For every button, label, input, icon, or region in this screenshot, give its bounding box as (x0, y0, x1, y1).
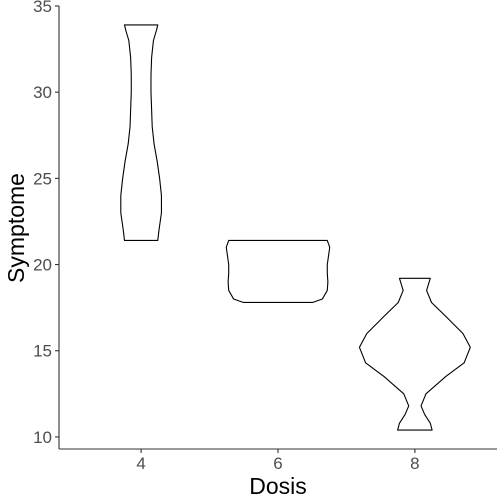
y-tick-label: 35 (33, 0, 52, 16)
y-axis-title: Symptome (3, 173, 29, 283)
y-tick-label: 25 (33, 169, 52, 188)
x-axis-ticks: 4 6 8 (136, 449, 420, 473)
violin-layer (120, 24, 471, 431)
x-tick-label: 4 (136, 454, 145, 473)
y-tick-label: 30 (33, 83, 52, 102)
y-axis-ticks: 10 15 20 25 30 35 (33, 0, 59, 447)
y-tick-label: 10 (33, 428, 52, 447)
violin-dosis-4 (120, 24, 162, 241)
violin-dosis-8 (358, 277, 471, 431)
x-axis-title: Dosis (249, 473, 307, 499)
x-tick-label: 8 (410, 454, 419, 473)
y-tick-label: 15 (33, 342, 52, 361)
y-tick-label: 20 (33, 256, 52, 275)
x-tick-label: 6 (273, 454, 282, 473)
violin-dosis-6 (225, 239, 331, 304)
